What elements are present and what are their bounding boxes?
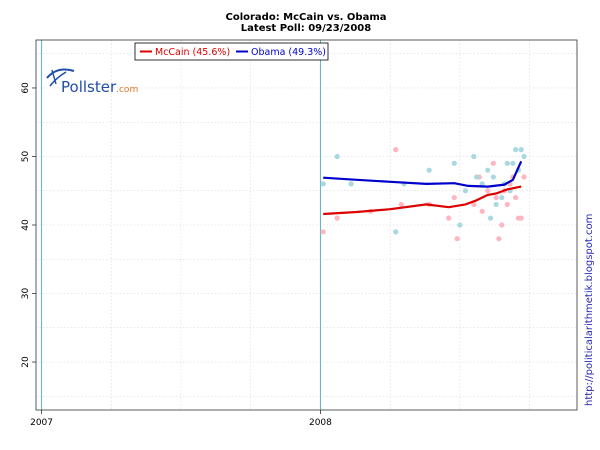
poll-point-mccain: [490, 160, 496, 166]
pollster-logo: Pollster.com: [46, 68, 138, 96]
poll-point-obama: [451, 160, 457, 166]
poll-point-obama: [493, 201, 499, 208]
poll-point-mccain: [334, 215, 340, 221]
poll-point-obama: [393, 229, 399, 235]
poll-point-mccain: [454, 236, 460, 242]
poll-point-obama: [320, 181, 326, 187]
svg-text:Pollster.com: Pollster.com: [61, 78, 138, 96]
x-tick-label: 2007: [30, 418, 53, 428]
poll-point-mccain: [451, 194, 457, 201]
poll-point-obama: [462, 188, 469, 194]
poll-point-obama: [521, 153, 527, 160]
legend-box: [134, 42, 329, 61]
poll-point-mccain: [518, 215, 524, 221]
poll-point-mccain: [499, 222, 505, 228]
poll-point-mccain: [471, 201, 477, 208]
poll-point-obama: [485, 167, 491, 173]
poll-point-obama: [510, 160, 516, 166]
poll-point-mccain: [320, 229, 326, 235]
poll-point-obama: [348, 181, 354, 187]
poll-point-obama: [474, 174, 480, 180]
poll-point-obama: [490, 174, 496, 180]
poll-point-mccain: [521, 174, 527, 180]
poll-point-obama: [471, 153, 477, 160]
poll-point-mccain: [398, 201, 404, 208]
poll-point-mccain: [513, 194, 519, 201]
poll-point-obama: [513, 147, 519, 153]
poll-point-obama: [499, 194, 505, 201]
legend: McCain (45.6%) Obama (49.3%): [134, 42, 329, 61]
x-tick-label: 2008: [309, 418, 332, 428]
poll-point-obama: [334, 153, 340, 160]
poll-point-obama: [479, 181, 485, 187]
y-tick-label: 30: [21, 288, 31, 300]
poll-point-mccain: [479, 208, 485, 214]
poll-point-mccain: [393, 147, 399, 153]
legend-label-mccain: McCain (45.6%): [155, 47, 230, 58]
poll-point-mccain: [496, 236, 502, 242]
pollster-logo-suffix: .com: [116, 85, 138, 95]
legend-label-obama: Obama (49.3%): [251, 47, 326, 58]
poll-point-obama: [504, 160, 510, 166]
poll-point-obama: [518, 147, 524, 153]
chart-subtitle: Latest Poll: 09/23/2008: [241, 23, 371, 34]
x-axis: 2007 2008: [30, 410, 332, 428]
y-tick-label: 20: [21, 356, 31, 368]
y-tick-label: 50: [21, 150, 31, 162]
trend-line-mccain: [323, 185, 522, 216]
poll-point-obama: [426, 167, 432, 173]
y-tick-label: 40: [21, 219, 31, 231]
trend-line-obama: [323, 160, 523, 188]
poll-point-mccain: [504, 201, 510, 208]
trend-lines: [323, 160, 523, 216]
poll-point-mccain: [446, 215, 452, 221]
y-tick-label: 60: [21, 82, 31, 94]
year-markers: [41, 40, 321, 410]
pollster-swoosh-icon: [46, 68, 75, 87]
poll-point-mccain: [485, 188, 491, 194]
poll-point-obama: [487, 215, 494, 221]
chart-title: Colorado: McCain vs. Obama: [225, 12, 386, 23]
blog-url-label: http://politicalarithmetik.blogspot.com: [584, 214, 595, 406]
poll-point-obama: [457, 222, 463, 228]
pollster-logo-text: Pollster: [61, 78, 117, 96]
y-axis: 20 30 40 50 60: [21, 82, 36, 368]
poll-point-mccain: [493, 194, 499, 201]
